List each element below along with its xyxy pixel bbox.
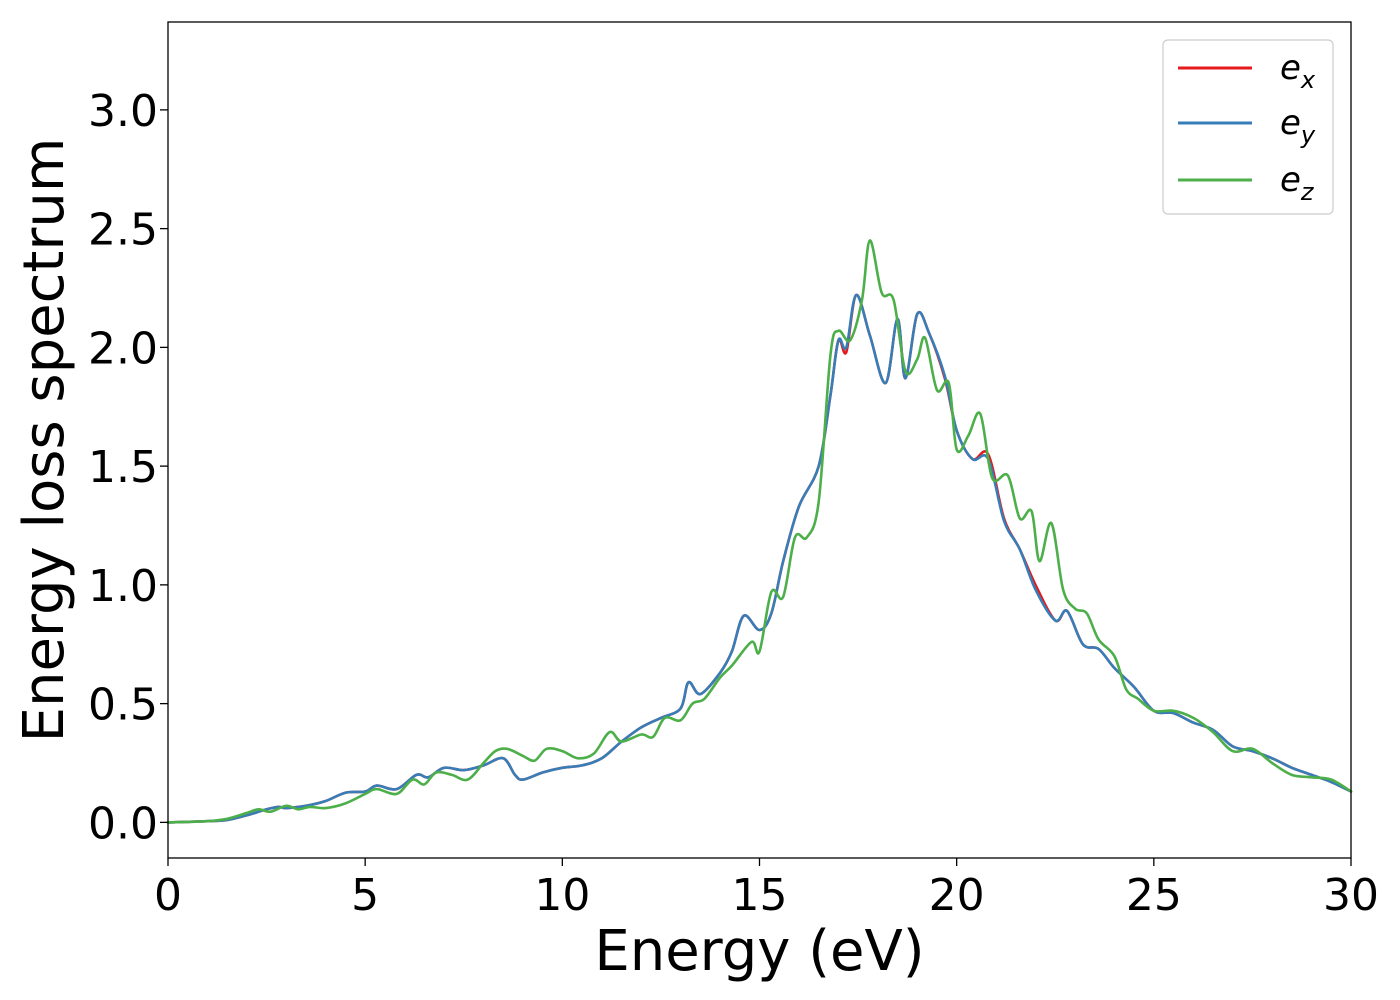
x-tick-label: 30	[1323, 870, 1379, 921]
legend-label-z: ez	[1280, 160, 1315, 206]
x-tick-label: 25	[1126, 870, 1182, 921]
legend-label-y: ey	[1280, 103, 1316, 149]
legend-box	[1162, 39, 1334, 215]
series-line-y	[166, 293, 1353, 824]
legend: ex ey ez	[1162, 39, 1334, 215]
legend-label-x: ex	[1280, 48, 1316, 94]
x-tick-label: 0	[154, 870, 182, 921]
x-tick-label: 10	[534, 870, 590, 921]
series-line-z	[166, 239, 1353, 824]
y-tick-label: 1.0	[88, 561, 158, 612]
y-tick-label: 3.0	[88, 86, 158, 137]
y-tick-label: 0.0	[88, 798, 158, 849]
y-axis-label: Energy loss spectrum	[12, 138, 77, 743]
x-tick-label: 5	[351, 870, 379, 921]
x-axis: 0 5 10 15 20 25 30	[154, 858, 1379, 921]
x-axis-label: Energy (eV)	[594, 919, 924, 984]
series-layer	[166, 239, 1353, 824]
x-tick-label: 15	[732, 870, 788, 921]
y-tick-label: 0.5	[88, 680, 158, 731]
y-tick-label: 2.5	[88, 205, 158, 256]
y-tick-label: 2.0	[88, 323, 158, 374]
series-line-x	[166, 293, 1353, 824]
x-tick-label: 20	[929, 870, 985, 921]
y-tick-label: 1.5	[88, 442, 158, 493]
y-axis: 0.0 0.5 1.0 1.5 2.0 2.5 3.0	[88, 86, 168, 849]
